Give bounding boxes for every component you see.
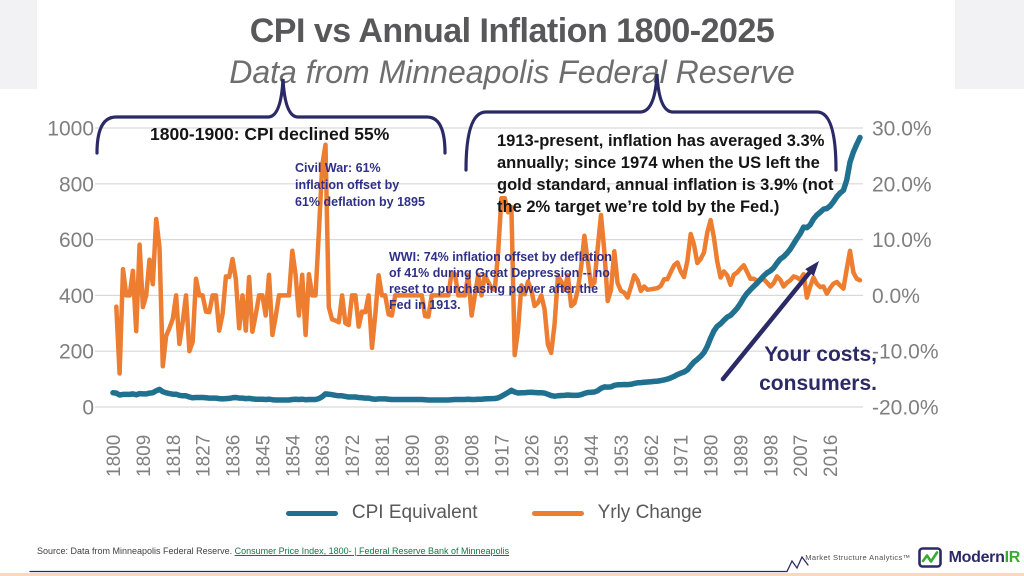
chart-title: CPI vs Annual Inflation 1800-2025 xyxy=(249,12,775,50)
svg-text:1872: 1872 xyxy=(343,435,364,477)
gridlines xyxy=(95,127,863,408)
svg-text:30.0%: 30.0% xyxy=(872,118,932,141)
brace-1800-1900 xyxy=(95,78,447,155)
source-prefix: Source: Data from Minneapolis Federal Re… xyxy=(37,546,235,556)
svg-text:1935: 1935 xyxy=(552,435,573,477)
svg-text:0: 0 xyxy=(82,397,94,420)
svg-text:800: 800 xyxy=(59,173,94,196)
svg-text:1953: 1953 xyxy=(612,435,633,477)
svg-text:1989: 1989 xyxy=(731,435,752,477)
svg-text:600: 600 xyxy=(59,229,94,252)
page-margin-left xyxy=(0,0,37,89)
brace-1913-present xyxy=(464,73,838,172)
source-note: Source: Data from Minneapolis Federal Re… xyxy=(37,546,509,556)
annotation-graphics xyxy=(29,73,838,573)
svg-text:1800: 1800 xyxy=(104,435,125,477)
svg-text:1863: 1863 xyxy=(313,435,334,477)
data-series xyxy=(110,134,863,403)
brand-wordmark: ModernIR xyxy=(948,548,1021,567)
svg-text:200: 200 xyxy=(59,341,94,364)
svg-text:2007: 2007 xyxy=(791,435,812,477)
legend-swatch-cpi-equivalent xyxy=(285,510,338,516)
svg-text:1980: 1980 xyxy=(702,435,723,477)
svg-text:1908: 1908 xyxy=(463,435,484,477)
svg-text:400: 400 xyxy=(59,285,94,308)
svg-text:1809: 1809 xyxy=(134,435,155,477)
chart-legend: CPI Equivalent Yrly Change xyxy=(0,502,1006,524)
page-margin-right xyxy=(955,0,1024,89)
annotation-your-costs: Your costs, consumers. xyxy=(759,343,877,395)
svg-text:1827: 1827 xyxy=(194,435,215,477)
svg-text:1917: 1917 xyxy=(492,435,513,477)
svg-text:1971: 1971 xyxy=(672,435,693,477)
svg-text:1962: 1962 xyxy=(642,435,663,477)
svg-text:1845: 1845 xyxy=(253,435,274,477)
annotation-1913-present: 1913-present, inflation has averaged 3.3… xyxy=(497,132,834,216)
svg-text:2016: 2016 xyxy=(821,435,842,477)
svg-text:1818: 1818 xyxy=(164,435,185,477)
svg-text:1854: 1854 xyxy=(283,434,304,477)
modernir-logo-icon xyxy=(917,547,942,568)
svg-text:1890: 1890 xyxy=(403,435,424,477)
svg-text:-20.0%: -20.0% xyxy=(872,397,939,420)
svg-text:-10.0%: -10.0% xyxy=(872,341,939,364)
svg-text:1000: 1000 xyxy=(47,118,94,141)
chart-subtitle: Data from Minneapolis Federal Reserve xyxy=(229,54,795,90)
svg-text:1836: 1836 xyxy=(224,435,245,477)
source-link[interactable]: Consumer Price Index, 1800- | Federal Re… xyxy=(234,546,510,556)
svg-text:0.0%: 0.0% xyxy=(872,285,920,308)
svg-text:1899: 1899 xyxy=(433,435,454,477)
brand-name-primary: Modern xyxy=(948,548,1005,566)
axis-labels: 1000 30.0% 800 20.0% 600 10.0% 400 0.0% 200 -10.0… xyxy=(47,118,938,478)
brand-name-accent: IR xyxy=(1004,548,1021,566)
brand-tagline: Market Structure Analytics™ xyxy=(805,553,911,562)
footer-rule-squiggle xyxy=(29,555,809,573)
svg-text:10.0%: 10.0% xyxy=(872,229,932,252)
svg-text:1944: 1944 xyxy=(582,434,603,477)
legend-label-yrly-change: Yrly Change xyxy=(597,502,703,523)
annotation-1800-1900: 1800-1900: CPI declined 55% xyxy=(150,124,390,144)
svg-text:1998: 1998 xyxy=(761,435,782,477)
legend-swatch-yrly-change xyxy=(531,510,584,516)
bottom-accent-bar xyxy=(0,573,1024,576)
annotation-civil-war: Civil War: 61% inflation offset by 61% d… xyxy=(295,161,425,209)
svg-text:1926: 1926 xyxy=(522,435,543,477)
legend-label-cpi-equivalent: CPI Equivalent xyxy=(351,502,478,523)
costs-arrow xyxy=(720,261,819,382)
svg-text:20.0%: 20.0% xyxy=(872,173,932,196)
annotation-wwi: WWI: 74% inflation offset by deflation o… xyxy=(389,250,612,312)
svg-text:1881: 1881 xyxy=(373,435,394,477)
footer-brand: Market Structure Analytics™ ModernIR xyxy=(805,547,1020,568)
